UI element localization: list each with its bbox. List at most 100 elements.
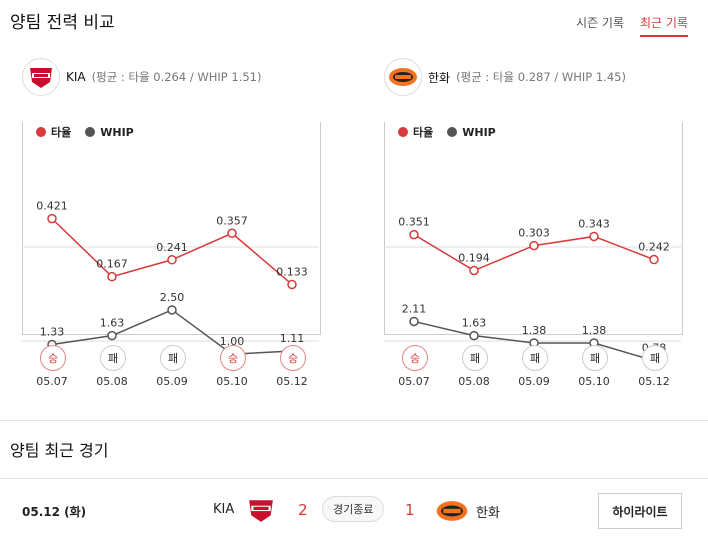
chart-frame [384, 122, 683, 335]
whip-point [469, 330, 479, 341]
avg-point [227, 228, 237, 239]
game-date-label: 05.07 [36, 375, 68, 388]
whip-data-label: 1.63 [462, 317, 487, 330]
game-date-label: 05.12 [276, 375, 308, 388]
game-result-badge: 승 [220, 345, 246, 371]
highlight-button[interactable]: 하이라이트 [598, 493, 682, 529]
avg-data-label: 0.351 [398, 216, 430, 229]
whip-data-label: 1.38 [582, 324, 607, 337]
whip-data-label: 2.50 [160, 291, 185, 304]
game-result-badge: 패 [522, 345, 548, 371]
game-date-label: 05.10 [578, 375, 610, 388]
game-date-label: 05.09 [518, 375, 550, 388]
chart-legend: 타율 WHIP [36, 124, 134, 140]
avg-data-label: 0.194 [458, 252, 490, 265]
team-name: KIA [66, 70, 86, 84]
game-result-badge: 패 [582, 345, 608, 371]
legend-avg-label: 타율 [51, 126, 72, 139]
game-date-label: 05.08 [458, 375, 490, 388]
whip-data-label: 1.63 [100, 317, 125, 330]
section-divider [0, 420, 708, 421]
team-name: 한화 [428, 70, 451, 85]
team-header: 한화 (평균 : 타율 0.287 / WHIP 1.45) [384, 58, 626, 96]
avg-point [409, 229, 419, 240]
avg-data-label: 0.167 [96, 258, 128, 271]
whip-data-label: 1.38 [522, 324, 547, 337]
chart-legend: 타율 WHIP [398, 124, 496, 140]
team-header: KIA (평균 : 타율 0.264 / WHIP 1.51) [22, 58, 261, 96]
avg-data-label: 0.241 [156, 241, 188, 254]
avg-point [287, 279, 297, 290]
game-date: 05.12 (화) [22, 505, 87, 519]
avg-point [529, 240, 539, 251]
legend-avg: 타율 [398, 124, 433, 140]
tab-season-record[interactable]: 시즌 기록 [576, 16, 625, 30]
legend-whip-swatch [447, 127, 458, 137]
legend-whip-label: WHIP [100, 125, 134, 139]
legend-avg-swatch [36, 127, 46, 137]
avg-point [469, 265, 479, 276]
avg-data-label: 0.357 [216, 214, 248, 227]
hanwha-eagles-logo [384, 58, 422, 96]
whip-point [107, 330, 117, 341]
tab-recent-record[interactable]: 최근 기록 [640, 14, 688, 37]
whip-data-label: 1.11 [280, 332, 305, 345]
legend-avg-label: 타율 [413, 126, 434, 139]
game-result-badge: 패 [160, 345, 186, 371]
away-score: 1 [405, 501, 415, 519]
avg-point [589, 231, 599, 242]
legend-whip: WHIP [447, 126, 496, 139]
avg-data-label: 0.133 [276, 265, 308, 278]
chart-frame [22, 122, 321, 335]
game-result-badge: 승 [280, 345, 306, 371]
game-result-badge: 패 [642, 345, 668, 371]
legend-whip: WHIP [85, 126, 134, 139]
game-date-label: 05.08 [96, 375, 128, 388]
page-title: 양팀 전력 비교 [10, 13, 115, 33]
recent-form-chart: 0.421 0.167 0.241 0.357 0.133 1.33 1.63 2.50 1.0… [22, 200, 319, 359]
whip-point [409, 316, 419, 327]
recent-games-title: 양팀 최근 경기 [10, 441, 109, 460]
home-team-name: KIA [213, 502, 235, 517]
avg-data-label: 0.303 [518, 227, 550, 240]
recent-form-chart: 0.351 0.194 0.303 0.343 0.242 2.11 1.63 1.38 1.3… [384, 216, 681, 366]
game-date-label: 05.10 [216, 375, 248, 388]
game-results: 승 05.07 패 05.08 패 05.09 승 05.10 승 05.12 [22, 345, 342, 395]
game-result-badge: 패 [100, 345, 126, 371]
record-tabs: 시즌 기록 최근 기록 [576, 14, 688, 37]
recent-game-row: 05.12 (화) KIA 2 경기종료 1 한화 하이라이트 [0, 478, 708, 543]
avg-data-label: 0.242 [638, 241, 670, 254]
legend-avg-swatch [398, 127, 408, 137]
game-date-label: 05.07 [398, 375, 430, 388]
kia-tigers-logo [243, 496, 279, 528]
hanwha-eagles-logo [432, 499, 472, 527]
legend-whip-swatch [85, 127, 96, 137]
avg-point [649, 254, 659, 265]
home-score: 2 [298, 501, 308, 519]
team-panel-hanwha: 한화 (평균 : 타율 0.287 / WHIP 1.45) 0.351 0.19… [384, 58, 704, 398]
team-average: (평균 : 타율 0.287 / WHIP 1.45) [456, 70, 626, 84]
avg-point [167, 255, 177, 265]
game-status-badge: 경기종료 [322, 496, 385, 522]
avg-data-label: 0.421 [36, 200, 68, 213]
whip-data-label: 1.00 [220, 335, 245, 348]
kia-tigers-logo [22, 58, 60, 96]
avg-point [107, 271, 117, 282]
avg-series-line [413, 233, 655, 272]
whip-point [167, 305, 177, 315]
team-average: (평균 : 타율 0.264 / WHIP 1.51) [91, 70, 262, 84]
avg-data-label: 0.343 [578, 217, 610, 230]
game-date-label: 05.12 [638, 375, 670, 388]
whip-data-label: 2.11 [402, 302, 427, 315]
avg-point [47, 213, 57, 224]
away-team-name: 한화 [476, 506, 500, 521]
game-date-label: 05.09 [156, 375, 188, 388]
team-panel-kia: KIA (평균 : 타율 0.264 / WHIP 1.51) 0.421 0.1… [22, 58, 342, 398]
legend-avg: 타율 [36, 124, 71, 140]
game-results: 승 05.07 패 05.08 패 05.09 패 05.10 패 05.12 [384, 345, 704, 395]
game-result-badge: 승 [402, 345, 428, 371]
game-result-badge: 승 [40, 345, 66, 371]
game-result-badge: 패 [462, 345, 488, 371]
legend-whip-label: WHIP [462, 125, 496, 139]
whip-data-label: 1.33 [40, 325, 65, 338]
